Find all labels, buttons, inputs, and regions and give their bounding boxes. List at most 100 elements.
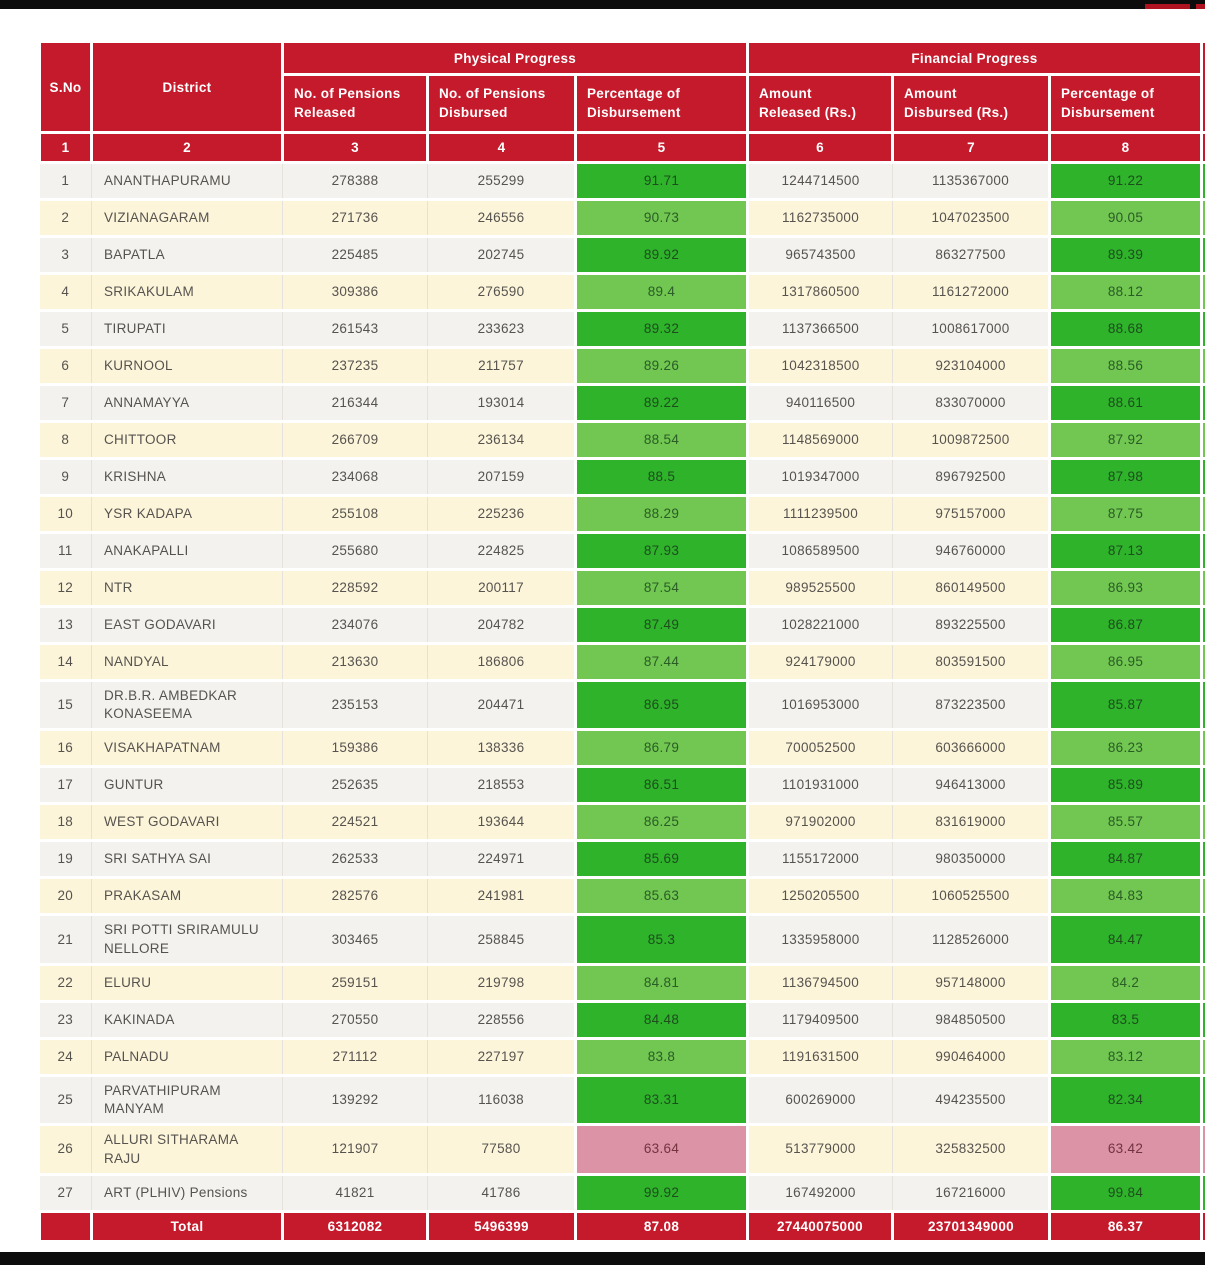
table-row: 5 TIRUPATI 261543 233623 89.32 1137366500 1008…	[39, 309, 1205, 349]
cell-pensions-disbursed: 225236	[427, 495, 576, 534]
column-number: 4	[426, 131, 577, 164]
cell-pct-physical: 84.81	[574, 962, 749, 1003]
cell-sno: 22	[39, 964, 92, 1003]
cell-cut	[1200, 309, 1205, 349]
cell-pensions-disbursed: 255299	[427, 162, 576, 201]
cell-pensions-released: 255680	[282, 532, 428, 571]
cell-pensions-released: 159386	[282, 729, 428, 769]
total-row: Total 6312082 5496399 87.08 27440075000 …	[38, 1209, 1205, 1243]
cell-amount-released: 1101931000	[747, 766, 893, 806]
cell-pct-physical: 86.79	[574, 728, 749, 769]
cell-sno: 8	[39, 421, 92, 460]
cell-amount-disbursed: 923104000	[892, 347, 1050, 386]
cell-amount-disbursed: 1008617000	[892, 310, 1050, 349]
cell-pct-financial: 88.61	[1048, 383, 1203, 423]
cell-amount-released: 1136794500	[747, 964, 893, 1003]
cell-amount-released: 700052500	[747, 729, 893, 769]
cell-pensions-disbursed: 246556	[427, 199, 576, 238]
cell-pct-financial: 83.5	[1048, 999, 1203, 1040]
table-row: 18 WEST GODAVARI 224521 193644 86.25 97190200…	[39, 802, 1205, 843]
cell-amount-released: 1244714500	[747, 162, 893, 201]
cell-pensions-released: 266709	[282, 421, 428, 460]
table-row: 25 PARVATHIPURAM MANYAM 139292 116038 83.31 6…	[39, 1073, 1205, 1127]
cell-amount-disbursed: 1009872500	[892, 421, 1050, 460]
cell-pct-financial: 84.2	[1048, 962, 1203, 1003]
cell-pensions-released: 216344	[282, 384, 428, 423]
cell-sno: 1	[39, 162, 92, 201]
cell-pct-financial: 86.23	[1048, 728, 1203, 769]
cell-pensions-released: 234068	[282, 458, 428, 497]
cell-pensions-disbursed: 276590	[427, 273, 576, 312]
cell-amount-disbursed: 1135367000	[892, 162, 1050, 201]
cell-district: GUNTUR	[91, 766, 283, 806]
cell-district: TIRUPATI	[91, 310, 283, 349]
cell-district: VIZIANAGARAM	[91, 199, 283, 238]
cell-district: CHITTOOR	[91, 421, 283, 460]
table-row: 12 NTR 228592 200117 87.54 989525500 860149500…	[39, 568, 1205, 608]
cell-pensions-released: 259151	[282, 964, 428, 1003]
total-pct-physical: 87.08	[574, 1209, 749, 1243]
cell-amount-disbursed: 984850500	[892, 1001, 1050, 1040]
header-cut-column	[1200, 40, 1205, 134]
cell-pensions-disbursed: 138336	[427, 729, 576, 769]
cell-pensions-disbursed: 200117	[427, 569, 576, 608]
cell-pct-financial: 83.12	[1048, 1036, 1203, 1077]
cell-amount-disbursed: 946760000	[892, 532, 1050, 571]
cell-amount-disbursed: 893225500	[892, 606, 1050, 645]
cell-sno: 17	[39, 766, 92, 806]
cell-district: PRAKASAM	[91, 877, 283, 917]
cell-pensions-disbursed: 224971	[427, 840, 576, 880]
cut-red-element	[1196, 4, 1205, 9]
cell-pensions-released: 271112	[282, 1038, 428, 1077]
cell-amount-disbursed: 896792500	[892, 458, 1050, 497]
cell-pensions-released: 228592	[282, 569, 428, 608]
column-number: 8	[1048, 131, 1203, 164]
cell-pensions-disbursed: 77580	[427, 1124, 576, 1176]
cell-sno: 2	[39, 199, 92, 238]
cell-district: ALLURI SITHARAMA RAJU	[91, 1124, 283, 1176]
cell-pct-financial: 89.39	[1048, 235, 1203, 275]
cell-sno: 20	[39, 877, 92, 917]
table-row: 17 GUNTUR 252635 218553 86.51 1101931000 94641…	[39, 765, 1205, 806]
cell-district: PARVATHIPURAM MANYAM	[91, 1075, 283, 1127]
cell-pensions-disbursed: 207159	[427, 458, 576, 497]
cell-sno: 7	[39, 384, 92, 423]
cell-pensions-released: 139292	[282, 1075, 428, 1127]
cell-cut	[1200, 1172, 1205, 1213]
cell-sno: 18	[39, 803, 92, 843]
cell-pct-financial: 87.75	[1048, 494, 1203, 534]
cell-cut	[1200, 728, 1205, 769]
cell-cut	[1200, 198, 1205, 238]
cell-pct-physical: 89.92	[574, 235, 749, 275]
table-body: 1 ANANTHAPURAMU 278388 255299 91.71 124471450…	[39, 161, 1205, 1213]
cell-district: EAST GODAVARI	[91, 606, 283, 645]
cell-amount-disbursed: 980350000	[892, 840, 1050, 880]
cell-sno: 21	[39, 914, 92, 966]
cell-amount-released: 1148569000	[747, 421, 893, 460]
cell-cut	[1200, 161, 1205, 201]
table-row: 4 SRIKAKULAM 309386 276590 89.4 1317860500 116…	[39, 272, 1205, 312]
cell-pensions-released: 213630	[282, 643, 428, 682]
cell-pct-physical: 87.93	[574, 531, 749, 571]
cell-district: WEST GODAVARI	[91, 803, 283, 843]
cell-sno: 10	[39, 495, 92, 534]
cell-pensions-disbursed: 228556	[427, 1001, 576, 1040]
table-row: 7 ANNAMAYYA 216344 193014 89.22 940116500 8330…	[39, 383, 1205, 423]
cell-pensions-disbursed: 204782	[427, 606, 576, 645]
cell-pct-financial: 84.83	[1048, 876, 1203, 917]
cell-amount-disbursed: 1128526000	[892, 914, 1050, 966]
bottom-chrome-bar	[0, 1252, 1205, 1265]
cell-pct-physical: 83.8	[574, 1036, 749, 1077]
cell-pensions-disbursed: 219798	[427, 964, 576, 1003]
cell-pensions-disbursed: 224825	[427, 532, 576, 571]
table-row: 11 ANAKAPALLI 255680 224825 87.93 1086589500 9…	[39, 531, 1205, 571]
table-row: 23 KAKINADA 270550 228556 84.48 1179409500 984…	[39, 999, 1205, 1040]
cell-pensions-released: 41821	[282, 1174, 428, 1213]
cell-cut	[1200, 1123, 1205, 1176]
cell-pensions-disbursed: 193644	[427, 803, 576, 843]
cell-pensions-released: 303465	[282, 914, 428, 966]
cell-pct-financial: 87.98	[1048, 457, 1203, 497]
cell-cut	[1200, 999, 1205, 1040]
cell-sno: 15	[39, 680, 92, 732]
cell-pct-physical: 86.25	[574, 802, 749, 843]
